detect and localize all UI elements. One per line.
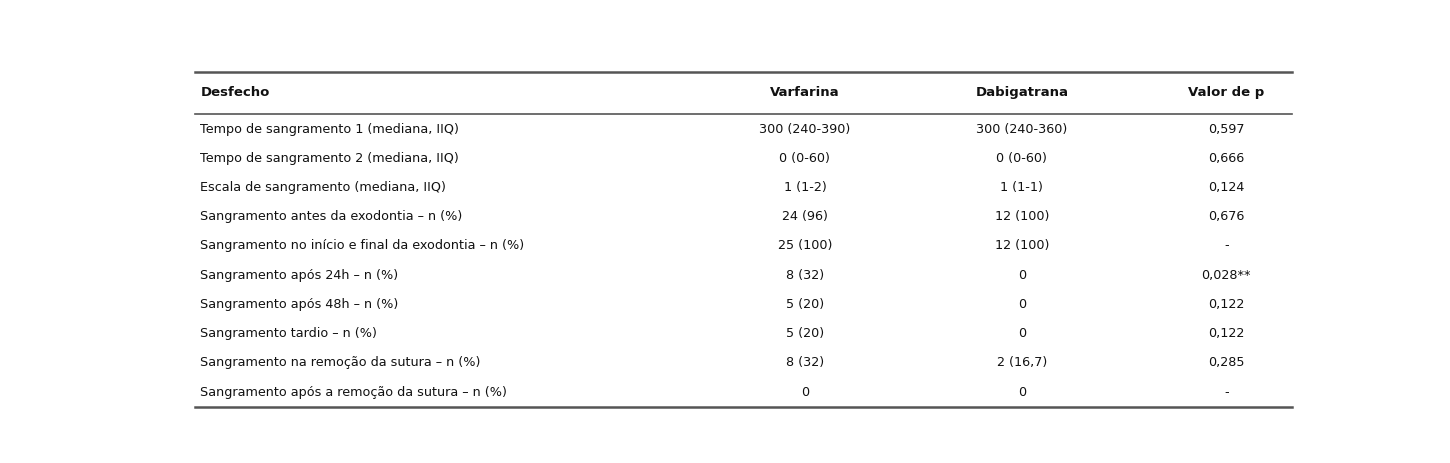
Text: 25 (100): 25 (100): [777, 239, 832, 252]
Text: 8 (32): 8 (32): [786, 269, 824, 282]
Text: Desfecho: Desfecho: [200, 87, 270, 100]
Text: 0,285: 0,285: [1208, 357, 1244, 369]
Text: 0,666: 0,666: [1208, 152, 1244, 165]
Text: 1 (1-2): 1 (1-2): [783, 181, 826, 194]
Text: 1 (1-1): 1 (1-1): [1000, 181, 1043, 194]
Text: Sangramento tardio – n (%): Sangramento tardio – n (%): [200, 327, 377, 340]
Text: Tempo de sangramento 2 (mediana, IIQ): Tempo de sangramento 2 (mediana, IIQ): [200, 152, 460, 165]
Text: Sangramento após 48h – n (%): Sangramento após 48h – n (%): [200, 298, 399, 311]
Text: Dabigatrana: Dabigatrana: [976, 87, 1069, 100]
Text: 12 (100): 12 (100): [995, 210, 1048, 223]
Text: 0 (0-60): 0 (0-60): [996, 152, 1047, 165]
Text: 0,122: 0,122: [1208, 327, 1244, 340]
Text: 0,028**: 0,028**: [1202, 269, 1251, 282]
Text: -: -: [1224, 386, 1228, 399]
Text: Sangramento após a remoção da sutura – n (%): Sangramento após a remoção da sutura – n…: [200, 386, 508, 399]
Text: 0: 0: [1018, 386, 1027, 399]
Text: 0: 0: [1018, 298, 1027, 311]
Text: Varfarina: Varfarina: [770, 87, 840, 100]
Text: 0: 0: [1018, 327, 1027, 340]
Text: -: -: [1224, 239, 1228, 252]
Text: 0: 0: [800, 386, 809, 399]
Text: 5 (20): 5 (20): [786, 298, 824, 311]
Text: Tempo de sangramento 1 (mediana, IIQ): Tempo de sangramento 1 (mediana, IIQ): [200, 123, 460, 136]
Text: 8 (32): 8 (32): [786, 357, 824, 369]
Text: 0,676: 0,676: [1208, 210, 1244, 223]
Text: 0 (0-60): 0 (0-60): [780, 152, 831, 165]
Text: 5 (20): 5 (20): [786, 327, 824, 340]
Text: 0,597: 0,597: [1208, 123, 1244, 136]
Text: 300 (240-390): 300 (240-390): [760, 123, 851, 136]
Text: 0: 0: [1018, 269, 1027, 282]
Text: 2 (16,7): 2 (16,7): [996, 357, 1047, 369]
Text: 12 (100): 12 (100): [995, 239, 1048, 252]
Text: Sangramento na remoção da sutura – n (%): Sangramento na remoção da sutura – n (%): [200, 357, 481, 369]
Text: 0,122: 0,122: [1208, 298, 1244, 311]
Text: Sangramento no início e final da exodontia – n (%): Sangramento no início e final da exodont…: [200, 239, 525, 252]
Text: Valor de p: Valor de p: [1188, 87, 1264, 100]
Text: Sangramento antes da exodontia – n (%): Sangramento antes da exodontia – n (%): [200, 210, 463, 223]
Text: 300 (240-360): 300 (240-360): [976, 123, 1067, 136]
Text: Escala de sangramento (mediana, IIQ): Escala de sangramento (mediana, IIQ): [200, 181, 447, 194]
Text: Sangramento após 24h – n (%): Sangramento após 24h – n (%): [200, 269, 399, 282]
Text: 0,124: 0,124: [1208, 181, 1244, 194]
Text: 24 (96): 24 (96): [782, 210, 828, 223]
